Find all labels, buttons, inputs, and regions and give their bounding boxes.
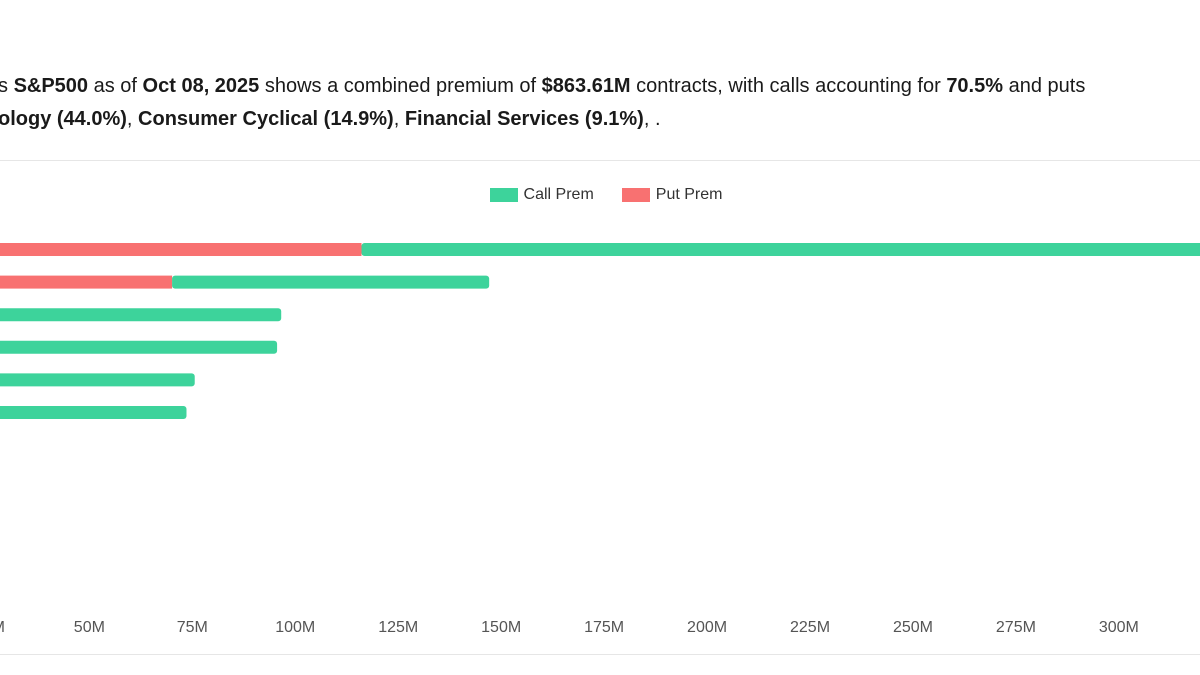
sector-financial-services: Financial Services (9.1%) xyxy=(404,108,644,130)
legend-label-put: Put Prem xyxy=(655,186,723,203)
legend-swatch-put xyxy=(621,188,650,202)
x-tick-label: 150M xyxy=(481,619,521,636)
x-tick-label: 100M xyxy=(275,619,315,636)
summary-text-span: , . xyxy=(643,108,661,130)
bar-put-prem[interactable] xyxy=(0,275,173,289)
summary-text: s S&P500 as of Oct 08, 2025 shows a comb… xyxy=(0,70,1200,136)
x-tick-label: 50M xyxy=(74,619,105,636)
summary-text-span: , xyxy=(126,108,139,130)
x-tick-label: 250M xyxy=(893,619,933,636)
combined-premium: $863.61M xyxy=(541,75,631,97)
sector-technology: ology (44.0%) xyxy=(0,108,127,130)
bar-put-prem[interactable] xyxy=(0,243,362,256)
summary-text-span: contracts, with calls accounting for xyxy=(630,75,947,97)
x-tick-label: 275M xyxy=(996,619,1036,636)
x-tick-label: 300M xyxy=(1099,619,1139,636)
summary-text-span: and puts xyxy=(1003,75,1086,97)
legend-swatch-call xyxy=(489,188,518,202)
x-tick-label: 175M xyxy=(584,619,624,636)
summary-line-1: s S&P500 as of Oct 08, 2025 shows a comb… xyxy=(0,70,1200,103)
legend-item-put[interactable]: Put Prem xyxy=(621,186,723,204)
summary-line-2: ology (44.0%), Consumer Cyclical (14.9%)… xyxy=(0,103,1200,136)
sector-consumer-cyclical: Consumer Cyclical (14.9%) xyxy=(138,108,394,130)
legend-label-call: Call Prem xyxy=(523,186,594,203)
x-tick-label: M xyxy=(0,619,5,636)
bar-call-prem[interactable] xyxy=(0,373,195,387)
chart-legend: Call Prem Put Prem xyxy=(0,186,1200,204)
call-percentage: 70.5% xyxy=(946,75,1004,97)
x-tick-label: 200M xyxy=(687,619,727,636)
divider xyxy=(0,160,1200,161)
bar-call-prem[interactable] xyxy=(0,308,282,322)
summary-text-span: shows a combined premium of xyxy=(259,75,542,97)
x-tick-label: 225M xyxy=(790,619,830,636)
summary-text-span: as of xyxy=(88,75,143,97)
index-name: S&P500 xyxy=(13,75,89,97)
summary-text-span: s xyxy=(0,75,8,97)
bar-call-prem[interactable] xyxy=(0,340,278,354)
as-of-date: Oct 08, 2025 xyxy=(142,75,260,97)
x-tick-label: 75M xyxy=(177,619,208,636)
divider xyxy=(0,654,1200,655)
bar-call-prem[interactable] xyxy=(361,243,1200,256)
legend-item-call[interactable]: Call Prem xyxy=(489,186,594,204)
bar-call-prem[interactable] xyxy=(172,275,490,289)
x-tick-label: 125M xyxy=(378,619,418,636)
bar-call-prem[interactable] xyxy=(0,406,187,419)
summary-text-span: , xyxy=(393,108,405,130)
